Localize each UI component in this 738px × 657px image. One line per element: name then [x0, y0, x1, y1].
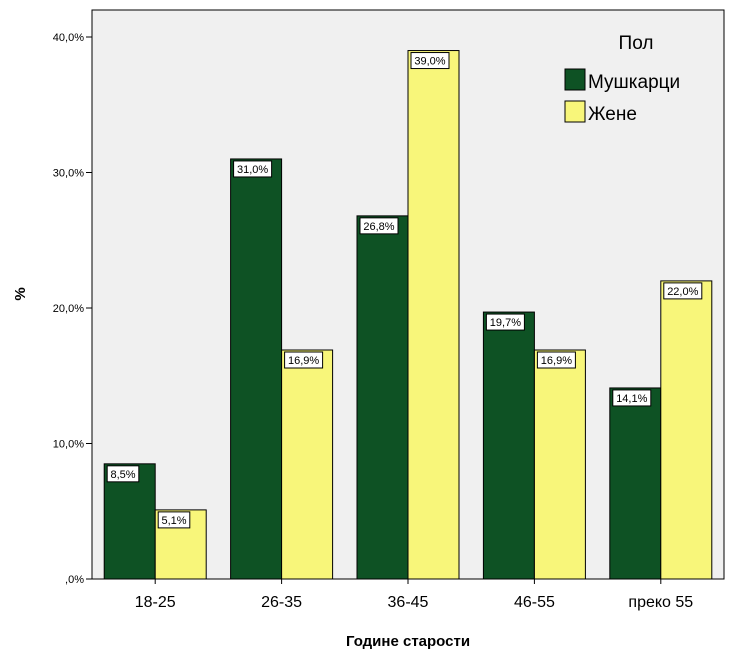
- bar-men: [482, 311, 535, 580]
- bar-men: [103, 463, 156, 580]
- x-tick-label: 36-45: [388, 594, 429, 611]
- bar-women: [533, 349, 586, 580]
- bar-women: [407, 50, 460, 580]
- y-tick-label: 30,0%: [53, 168, 84, 180]
- data-label: 16,9%: [541, 355, 572, 367]
- data-label: 31,0%: [237, 164, 268, 176]
- data-label-box: [157, 511, 191, 529]
- data-label-box: [536, 351, 576, 369]
- y-axis: ,0% 10,0% 20,0% 30,0% 40,0%: [53, 32, 92, 586]
- data-label: 39,0%: [414, 56, 445, 68]
- bars: 8,5% 5,1% 31,0% 16,9% 26,8% 39,0% 19,7% 16,9% 14…: [103, 50, 713, 580]
- legend-label-men: Мушкарци: [588, 72, 680, 93]
- x-tick-label: 18-25: [135, 594, 176, 611]
- legend-swatch-men: [564, 68, 586, 91]
- x-axis-title: Године старости: [346, 633, 470, 650]
- bar-women: [660, 280, 713, 580]
- y-tick-label: 40,0%: [53, 32, 84, 44]
- legend-label-women: Жене: [588, 104, 637, 125]
- data-label-box: [106, 465, 140, 483]
- data-label: 26,8%: [363, 221, 394, 233]
- y-tick-label: 20,0%: [53, 303, 84, 315]
- data-label: 22,0%: [667, 286, 698, 298]
- data-label: 16,9%: [288, 355, 319, 367]
- data-label-box: [663, 282, 703, 300]
- data-label-box: [359, 217, 399, 235]
- bar-women: [281, 349, 334, 580]
- data-label-box: [233, 160, 273, 178]
- legend-swatch-women: [564, 100, 586, 123]
- data-label: 14,1%: [616, 393, 647, 405]
- data-label: 8,5%: [110, 469, 135, 481]
- data-label-box: [612, 389, 652, 407]
- bar-men: [609, 387, 662, 580]
- y-tick-label: ,0%: [65, 574, 84, 586]
- y-tick-label: 10,0%: [53, 439, 84, 451]
- bar-men: [230, 158, 283, 580]
- bar-men: [356, 215, 409, 580]
- legend: Пол Мушкарци Жене: [564, 33, 680, 125]
- x-tick-label: преко 55: [628, 594, 693, 611]
- legend-title: Пол: [619, 33, 654, 54]
- data-label-box: [410, 52, 450, 70]
- data-label: 19,7%: [490, 317, 521, 329]
- data-label-box: [284, 351, 324, 369]
- y-axis-title: %: [12, 287, 29, 300]
- data-label-box: [485, 313, 525, 331]
- data-label: 5,1%: [161, 515, 186, 527]
- x-tick-label: 26-35: [261, 594, 302, 611]
- x-tick-label: 46-55: [514, 594, 555, 611]
- x-axis: 18-25 26-35 36-45 46-55 преко 55: [135, 579, 693, 611]
